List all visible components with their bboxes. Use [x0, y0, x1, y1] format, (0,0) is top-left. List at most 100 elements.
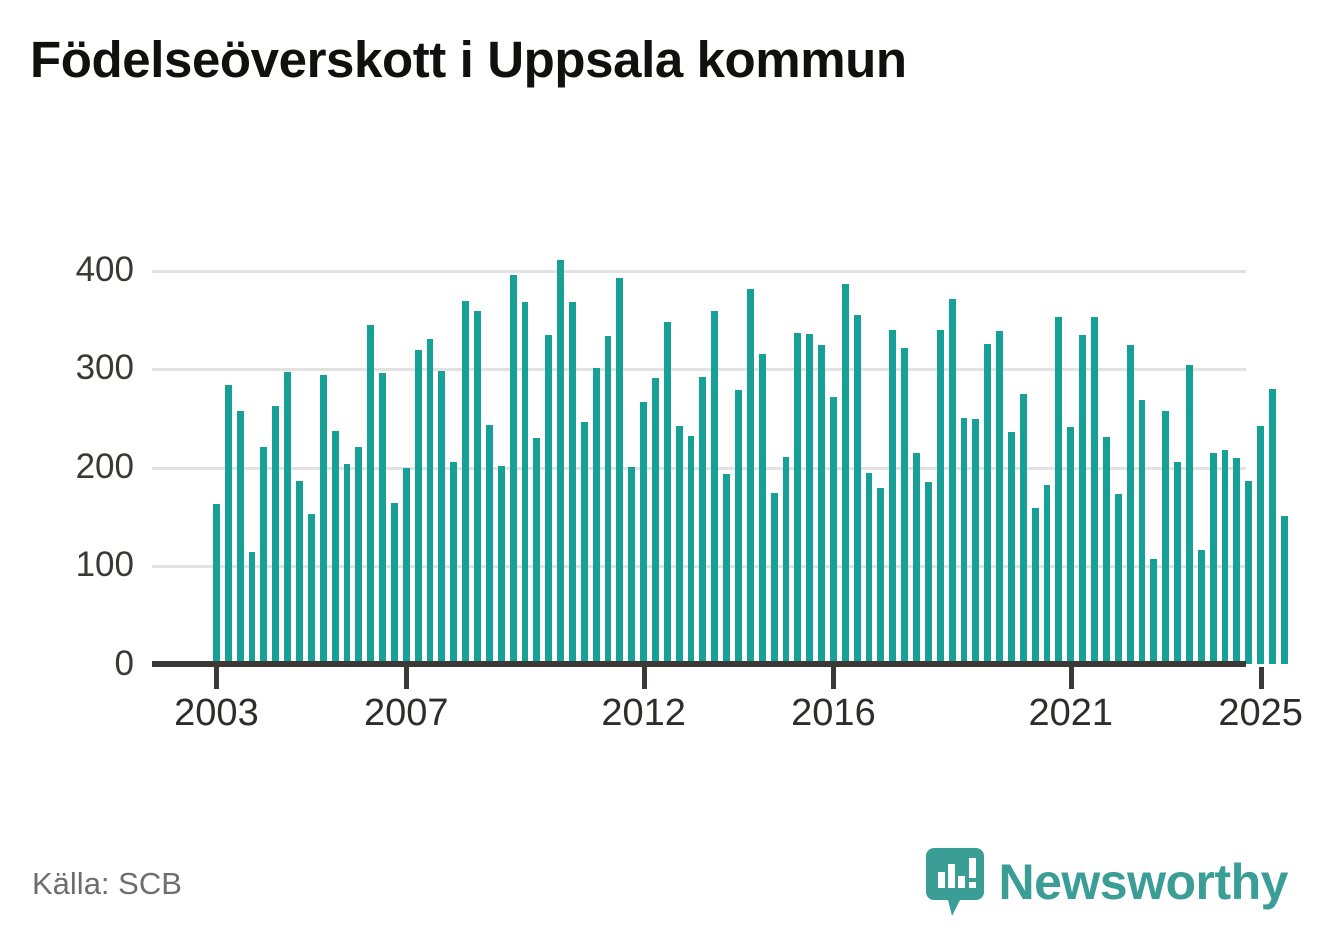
- gridline: [152, 368, 1246, 372]
- bar: [509, 274, 517, 664]
- bar: [592, 368, 600, 664]
- bar: [1055, 316, 1063, 664]
- bar: [616, 278, 624, 664]
- y-axis-tick-label: 300: [75, 348, 134, 388]
- bar: [1197, 549, 1205, 664]
- bar: [1257, 426, 1265, 664]
- bar: [462, 301, 470, 664]
- bar: [675, 426, 683, 664]
- bar: [663, 321, 671, 664]
- bar: [521, 302, 529, 664]
- bar: [1091, 316, 1098, 664]
- bar: [1126, 344, 1134, 664]
- bar: [474, 311, 481, 664]
- bar: [723, 473, 731, 664]
- bar: [735, 389, 742, 664]
- x-axis-tick-label: 2012: [601, 692, 686, 734]
- bar: [272, 405, 280, 664]
- bar: [497, 465, 505, 664]
- brand-name: Newsworthy: [998, 854, 1288, 910]
- x-axis-tick-label: 2021: [1028, 692, 1114, 734]
- bar: [402, 467, 410, 664]
- x-axis-tick: [1068, 667, 1074, 689]
- bar: [296, 480, 303, 664]
- bar: [794, 332, 802, 664]
- x-axis-tick: [831, 667, 837, 689]
- bar: [913, 453, 920, 664]
- x-axis-tick: [641, 667, 647, 689]
- bar: [901, 348, 909, 664]
- bar: [996, 330, 1003, 664]
- bar: [307, 514, 315, 664]
- bar: [533, 438, 541, 664]
- x-axis-tick-label: 2025: [1218, 692, 1303, 734]
- bar: [640, 401, 648, 664]
- bar: [687, 436, 695, 664]
- y-axis-tick-label: 200: [75, 446, 134, 486]
- x-axis-tick: [1258, 667, 1264, 689]
- bar: [1233, 457, 1241, 664]
- bar: [1162, 410, 1170, 664]
- bar: [438, 371, 446, 664]
- bar: [367, 324, 375, 664]
- x-axis-tick: [404, 667, 410, 689]
- bar: [782, 456, 790, 664]
- y-axis-tick-label: 400: [75, 249, 134, 289]
- bar: [711, 311, 719, 664]
- bar: [1043, 484, 1051, 664]
- bar: [248, 551, 256, 664]
- x-axis-tick-label: 2016: [791, 692, 876, 734]
- bar-series: [152, 240, 1288, 664]
- gridline: [152, 269, 1246, 273]
- bar: [485, 425, 493, 664]
- bar: [1019, 393, 1027, 664]
- x-axis-baseline: [152, 661, 1246, 667]
- bar: [877, 487, 885, 664]
- bar: [652, 378, 659, 664]
- bar: [1269, 388, 1276, 664]
- bar: [758, 354, 766, 664]
- bar: [319, 375, 327, 664]
- x-axis-tick-label: 2007: [364, 692, 449, 734]
- bar: [960, 418, 968, 664]
- bar: [224, 384, 232, 664]
- bar: [865, 472, 873, 664]
- bar: [390, 503, 398, 664]
- bar: [853, 314, 861, 664]
- bar: [557, 259, 564, 664]
- bar: [818, 344, 826, 664]
- x-axis-tick: [214, 667, 220, 689]
- bar: [1114, 494, 1122, 664]
- bar: [936, 329, 944, 664]
- bar: [1102, 437, 1110, 664]
- speech-bubble-bar-chart-icon: [926, 848, 985, 916]
- bar: [213, 504, 220, 664]
- gridline: [152, 565, 1246, 569]
- bar: [841, 284, 849, 664]
- bar: [1174, 461, 1181, 664]
- bar: [924, 481, 932, 664]
- bar: [331, 431, 339, 664]
- bar: [284, 372, 292, 664]
- bar: [628, 466, 636, 664]
- bar: [1185, 365, 1193, 664]
- bar: [260, 447, 268, 664]
- bar: [604, 335, 612, 664]
- page-title: Födelseöverskott i Uppsala kommun: [30, 31, 907, 88]
- bar: [355, 447, 363, 664]
- source-note: Källa: SCB: [32, 866, 182, 901]
- bar: [984, 343, 992, 664]
- y-axis-tick-label: 100: [75, 545, 134, 585]
- bar: [1067, 427, 1075, 664]
- bar: [830, 396, 837, 664]
- bar: [1079, 334, 1087, 664]
- bar: [236, 410, 244, 664]
- bar: [414, 350, 422, 664]
- bar: [450, 461, 458, 664]
- bar: [1221, 450, 1229, 664]
- bar: [379, 373, 386, 664]
- brand-logo: Newsworthy: [926, 848, 1288, 916]
- bar: [426, 338, 434, 664]
- bar: [1007, 432, 1015, 664]
